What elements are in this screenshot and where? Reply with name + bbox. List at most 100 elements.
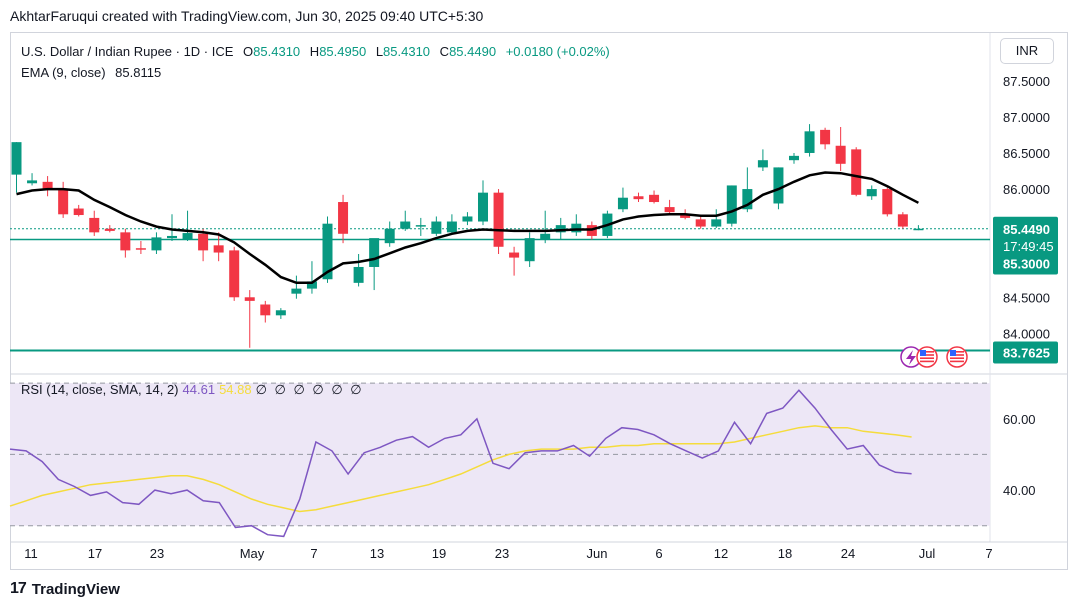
candle-body bbox=[773, 167, 784, 204]
time-tick-label: 18 bbox=[778, 546, 792, 561]
support-1-label-bg bbox=[993, 252, 1058, 275]
price-tick-label: 86.5000 bbox=[1003, 146, 1050, 161]
price-tick-label: 86.0000 bbox=[1003, 182, 1050, 197]
price-tick-label: 84.5000 bbox=[1003, 290, 1050, 305]
candle-body bbox=[462, 216, 473, 222]
candle bbox=[478, 180, 488, 226]
us-flag-event-icon bbox=[916, 346, 938, 368]
flag-stripe bbox=[920, 354, 934, 356]
candle bbox=[104, 225, 115, 233]
candle-body bbox=[571, 223, 582, 233]
candle bbox=[353, 253, 364, 287]
candle bbox=[151, 232, 162, 254]
candle bbox=[291, 275, 302, 299]
candle bbox=[664, 199, 675, 215]
candle bbox=[913, 225, 924, 231]
candle-body bbox=[649, 194, 660, 203]
time-tick-label: 24 bbox=[841, 546, 855, 561]
flag-stripe bbox=[920, 357, 934, 359]
candle-body bbox=[478, 192, 488, 222]
candle bbox=[229, 246, 240, 301]
flag-stripe bbox=[920, 360, 934, 363]
candle-body bbox=[27, 180, 38, 184]
candle-body bbox=[322, 223, 333, 280]
open-value: 85.4310 bbox=[253, 44, 301, 59]
candle-body bbox=[369, 238, 380, 267]
close-label: C bbox=[439, 44, 450, 59]
ema-label[interactable]: EMA (9, close) bbox=[21, 65, 106, 80]
candle-body bbox=[882, 189, 893, 215]
candle-body bbox=[306, 281, 317, 289]
candle bbox=[306, 261, 317, 294]
chart-canvas[interactable]: 87.5000 87.0000 86.5000 86.0000 84.5000 84.00… bbox=[0, 0, 1080, 570]
currency-button[interactable]: INR bbox=[1000, 38, 1054, 64]
candle bbox=[524, 232, 535, 267]
tradingview-logo-icon: 17 bbox=[10, 580, 27, 597]
chart-legend: U.S. Dollar / Indian Rupee · 1D · ICE O8… bbox=[21, 41, 610, 83]
time-tick-label: 17 bbox=[88, 546, 102, 561]
candle bbox=[804, 124, 815, 157]
candle-body bbox=[493, 192, 504, 247]
ema-value: 85.8115 bbox=[115, 65, 162, 80]
low-label: L bbox=[375, 44, 384, 59]
support-2-label-bg bbox=[993, 341, 1058, 364]
lightning-shape bbox=[906, 350, 916, 365]
flag-canton bbox=[950, 350, 956, 356]
candle-body bbox=[742, 189, 753, 210]
candle-body bbox=[167, 235, 177, 239]
candle-body bbox=[135, 248, 146, 250]
candle bbox=[789, 152, 799, 164]
flag-stripe bbox=[920, 351, 934, 353]
event-flags bbox=[900, 346, 968, 368]
price-tick-label: 87.5000 bbox=[1003, 74, 1050, 89]
candle-body bbox=[664, 207, 675, 213]
candle-body bbox=[680, 214, 691, 218]
candles bbox=[11, 124, 924, 348]
candle bbox=[244, 290, 255, 348]
candle-body bbox=[400, 221, 411, 229]
candle-body bbox=[42, 181, 53, 190]
candle-body bbox=[757, 160, 768, 168]
candle bbox=[493, 189, 504, 254]
candle bbox=[555, 217, 566, 240]
time-axis: 11 17 23 May 7 13 19 23 Jun 6 12 18 24 Jul 7 bbox=[24, 546, 992, 561]
rsi-sma-line bbox=[9, 425, 912, 513]
candle bbox=[167, 214, 177, 241]
last-price-tag-bg bbox=[993, 216, 1058, 257]
open-label: O bbox=[243, 44, 254, 59]
candle-body bbox=[555, 225, 566, 233]
candle bbox=[11, 142, 22, 193]
high-value: 85.4950 bbox=[319, 44, 367, 59]
candle-body bbox=[897, 214, 908, 227]
candle-body bbox=[820, 129, 831, 145]
time-tick-label: Jul bbox=[919, 546, 936, 561]
flag-stripe bbox=[950, 351, 964, 353]
candle-body bbox=[58, 189, 69, 215]
candle bbox=[27, 173, 38, 186]
candle-body bbox=[431, 221, 442, 234]
candle-body bbox=[198, 233, 209, 251]
candle-body bbox=[509, 252, 520, 258]
candle-body bbox=[275, 310, 286, 316]
ema-line bbox=[16, 171, 919, 285]
support-2-label: 83.7625 bbox=[1003, 345, 1050, 360]
flag-stripe bbox=[950, 357, 964, 359]
rsi-tick-label: 60.00 bbox=[1003, 412, 1036, 427]
price-axis: 87.5000 87.0000 86.5000 86.0000 84.5000 84.00… bbox=[993, 74, 1058, 364]
candle bbox=[462, 212, 473, 226]
high-label: H bbox=[309, 44, 320, 59]
rsi-label[interactable]: RSI (14, close, SMA, 14, 2) bbox=[21, 382, 179, 397]
rsi-extra-values: ∅ ∅ ∅ ∅ ∅ ∅ bbox=[255, 382, 364, 397]
candle-body bbox=[353, 266, 364, 283]
flag-stripe bbox=[950, 354, 964, 356]
candle-body bbox=[89, 217, 100, 233]
candle bbox=[617, 187, 628, 213]
last-price-label: 85.4490 bbox=[1003, 222, 1050, 237]
time-tick-label: 7 bbox=[310, 546, 317, 561]
candle bbox=[882, 187, 893, 217]
symbol-title[interactable]: U.S. Dollar / Indian Rupee · 1D · ICE bbox=[21, 44, 234, 59]
chart-frame bbox=[10, 32, 1068, 570]
candle-body bbox=[338, 202, 349, 234]
candle-body bbox=[726, 185, 737, 224]
candle-body bbox=[446, 221, 457, 233]
